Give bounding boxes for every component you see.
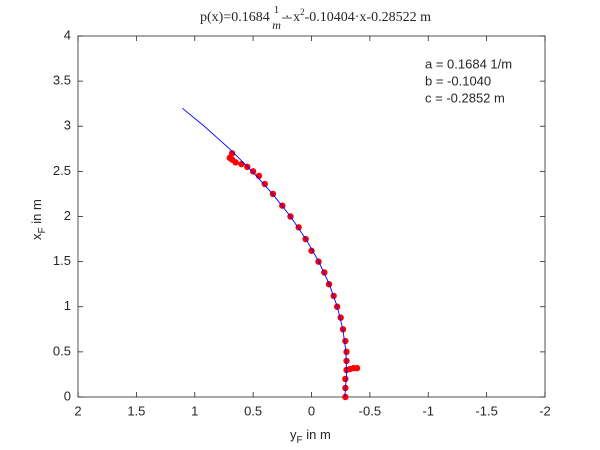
- y-tick-label: 4: [64, 27, 71, 42]
- x-tick-label: -2: [539, 403, 551, 418]
- y-tick-label: 0: [64, 388, 71, 403]
- data-point: [228, 150, 236, 157]
- y-tick-label: 0.5: [53, 343, 71, 358]
- x-tick-label: 0.5: [244, 403, 262, 418]
- y-tick-label: 2.5: [53, 163, 71, 178]
- title-part: · x: [285, 10, 300, 25]
- annotation: c = -0.2852 m: [425, 90, 505, 105]
- label-main: y: [290, 427, 297, 442]
- title-part: 1: [274, 4, 280, 16]
- y-tick-label: 2: [64, 208, 71, 223]
- x-tick-label: 1.5: [127, 403, 145, 418]
- data-point: [343, 348, 350, 356]
- x-tick-label: -0.5: [359, 403, 381, 418]
- x-tick-label: 2: [74, 403, 81, 418]
- y-axis-label: xF in m: [29, 199, 47, 240]
- y-tick-label: 3: [64, 118, 71, 133]
- annotation: b = -0.1040: [425, 73, 491, 88]
- x-tick-label: -1: [422, 403, 434, 418]
- data-point: [337, 314, 344, 321]
- data-point: [353, 364, 361, 372]
- y-tick-label: 1: [64, 298, 71, 313]
- data-point: [321, 269, 328, 276]
- data-point: [238, 160, 245, 168]
- fit-line: [182, 107, 348, 398]
- x-tick-label: -1.5: [475, 403, 497, 418]
- y-tick-label: 3.5: [53, 73, 71, 88]
- x-tick-label: 0: [308, 403, 315, 418]
- title-part: p(x)=0.1684: [200, 10, 270, 25]
- label-sub: F: [37, 227, 48, 233]
- title-part: m: [272, 18, 281, 32]
- data-point: [261, 180, 268, 188]
- label-rest: in m: [303, 427, 331, 442]
- label-main: x: [29, 233, 44, 240]
- title-part: -0.10404·x-0.28522 m: [305, 10, 431, 25]
- chart-title: p(x)=0.1684 1 m · x2-0.10404·x-0.28522 m: [200, 4, 431, 32]
- data-point: [342, 337, 349, 345]
- data-point: [342, 393, 349, 401]
- y-tick-label: 1.5: [53, 253, 71, 268]
- x-axis-label: yF in m: [290, 427, 331, 445]
- title-part: 2: [300, 7, 305, 17]
- label-rest: in m: [29, 199, 44, 227]
- data-point: [249, 168, 257, 175]
- x-tick-label: 1: [191, 403, 198, 418]
- data-point: [342, 375, 349, 383]
- label-sub: F: [297, 435, 303, 446]
- annotation: a = 0.1684 1/m: [425, 56, 512, 71]
